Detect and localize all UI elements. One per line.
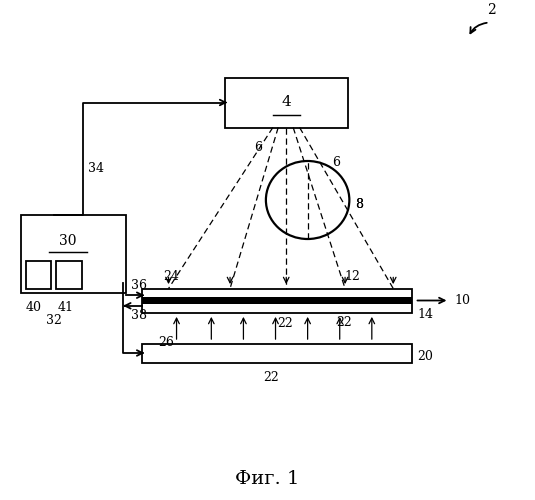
Text: 36: 36	[131, 278, 147, 291]
Text: 14: 14	[417, 308, 433, 322]
Text: 22: 22	[263, 371, 279, 384]
Text: 22: 22	[277, 317, 293, 330]
Text: 10: 10	[455, 294, 471, 307]
Text: 22: 22	[337, 316, 352, 329]
Text: 8: 8	[355, 198, 363, 211]
Bar	[225, 78, 348, 128]
Text: 8: 8	[355, 198, 363, 211]
Bar	[142, 288, 412, 312]
Bar	[56, 261, 82, 288]
Text: 34: 34	[88, 162, 104, 175]
Text: 32: 32	[45, 314, 62, 326]
Circle shape	[266, 161, 349, 239]
Text: 6: 6	[254, 141, 262, 154]
Text: 20: 20	[417, 350, 433, 364]
Text: 6: 6	[332, 156, 340, 169]
Text: 41: 41	[57, 301, 73, 314]
Text: 40: 40	[25, 301, 41, 314]
Bar	[142, 297, 412, 304]
Text: 12: 12	[345, 270, 360, 282]
Bar	[142, 344, 412, 362]
Bar	[21, 215, 126, 292]
Text: 38: 38	[131, 310, 147, 322]
Bar	[26, 261, 51, 288]
Text: 2: 2	[487, 4, 495, 18]
Text: 24: 24	[163, 270, 179, 282]
Text: Фиг. 1: Фиг. 1	[235, 470, 300, 488]
Text: 4: 4	[281, 96, 291, 110]
Text: 26: 26	[158, 336, 174, 349]
Text: 30: 30	[59, 234, 77, 248]
